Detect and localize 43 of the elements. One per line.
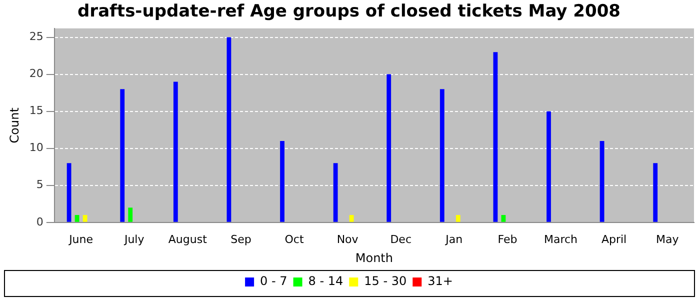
x-tick-label: June <box>68 232 94 246</box>
x-tick-label: Jan <box>444 232 463 246</box>
bar <box>501 214 506 222</box>
bar <box>66 163 72 222</box>
bar <box>653 163 658 222</box>
y-tick-label: 5 <box>36 178 44 192</box>
legend-label: 31+ <box>428 274 453 288</box>
bar <box>546 111 551 222</box>
x-tick-label: May <box>656 232 680 246</box>
bar <box>173 82 178 222</box>
x-tick-label: Feb <box>498 232 518 246</box>
x-tick-label: April <box>601 232 627 246</box>
y-tick-label: 10 <box>29 141 44 154</box>
legend-label: 15 - 30 <box>364 274 407 288</box>
bar <box>600 140 604 222</box>
x-tick-label: Oct <box>284 232 304 246</box>
bar <box>493 52 498 222</box>
x-tick-label: July <box>123 232 145 246</box>
bar <box>280 140 284 222</box>
x-tick-label: Nov <box>336 232 359 246</box>
y-tick-label: 0 <box>36 215 44 228</box>
y-tick-label: 25 <box>29 30 44 44</box>
y-axis-title: Count <box>7 107 22 144</box>
bar <box>349 214 354 222</box>
x-axis-title: Month <box>355 250 394 265</box>
bar <box>74 214 80 222</box>
bar <box>226 37 232 222</box>
bar <box>386 74 392 222</box>
y-tick-label: 15 <box>29 104 44 118</box>
bar <box>333 163 338 222</box>
bar <box>128 208 133 222</box>
legend-label: 0 - 7 <box>260 274 288 288</box>
chart-title: drafts-update-ref Age groups of closed tickets May 2008 <box>78 2 620 22</box>
bar <box>440 89 444 222</box>
bar <box>456 214 460 222</box>
legend-label: 8 - 14 <box>308 274 344 288</box>
x-tick-label: Sep <box>230 232 252 246</box>
x-tick-label: March <box>544 232 578 246</box>
x-tick-label: August <box>168 232 208 246</box>
y-tick-label: 20 <box>29 67 44 80</box>
x-tick-label: Dec <box>390 232 412 246</box>
bar <box>120 89 125 222</box>
bar <box>82 214 88 222</box>
